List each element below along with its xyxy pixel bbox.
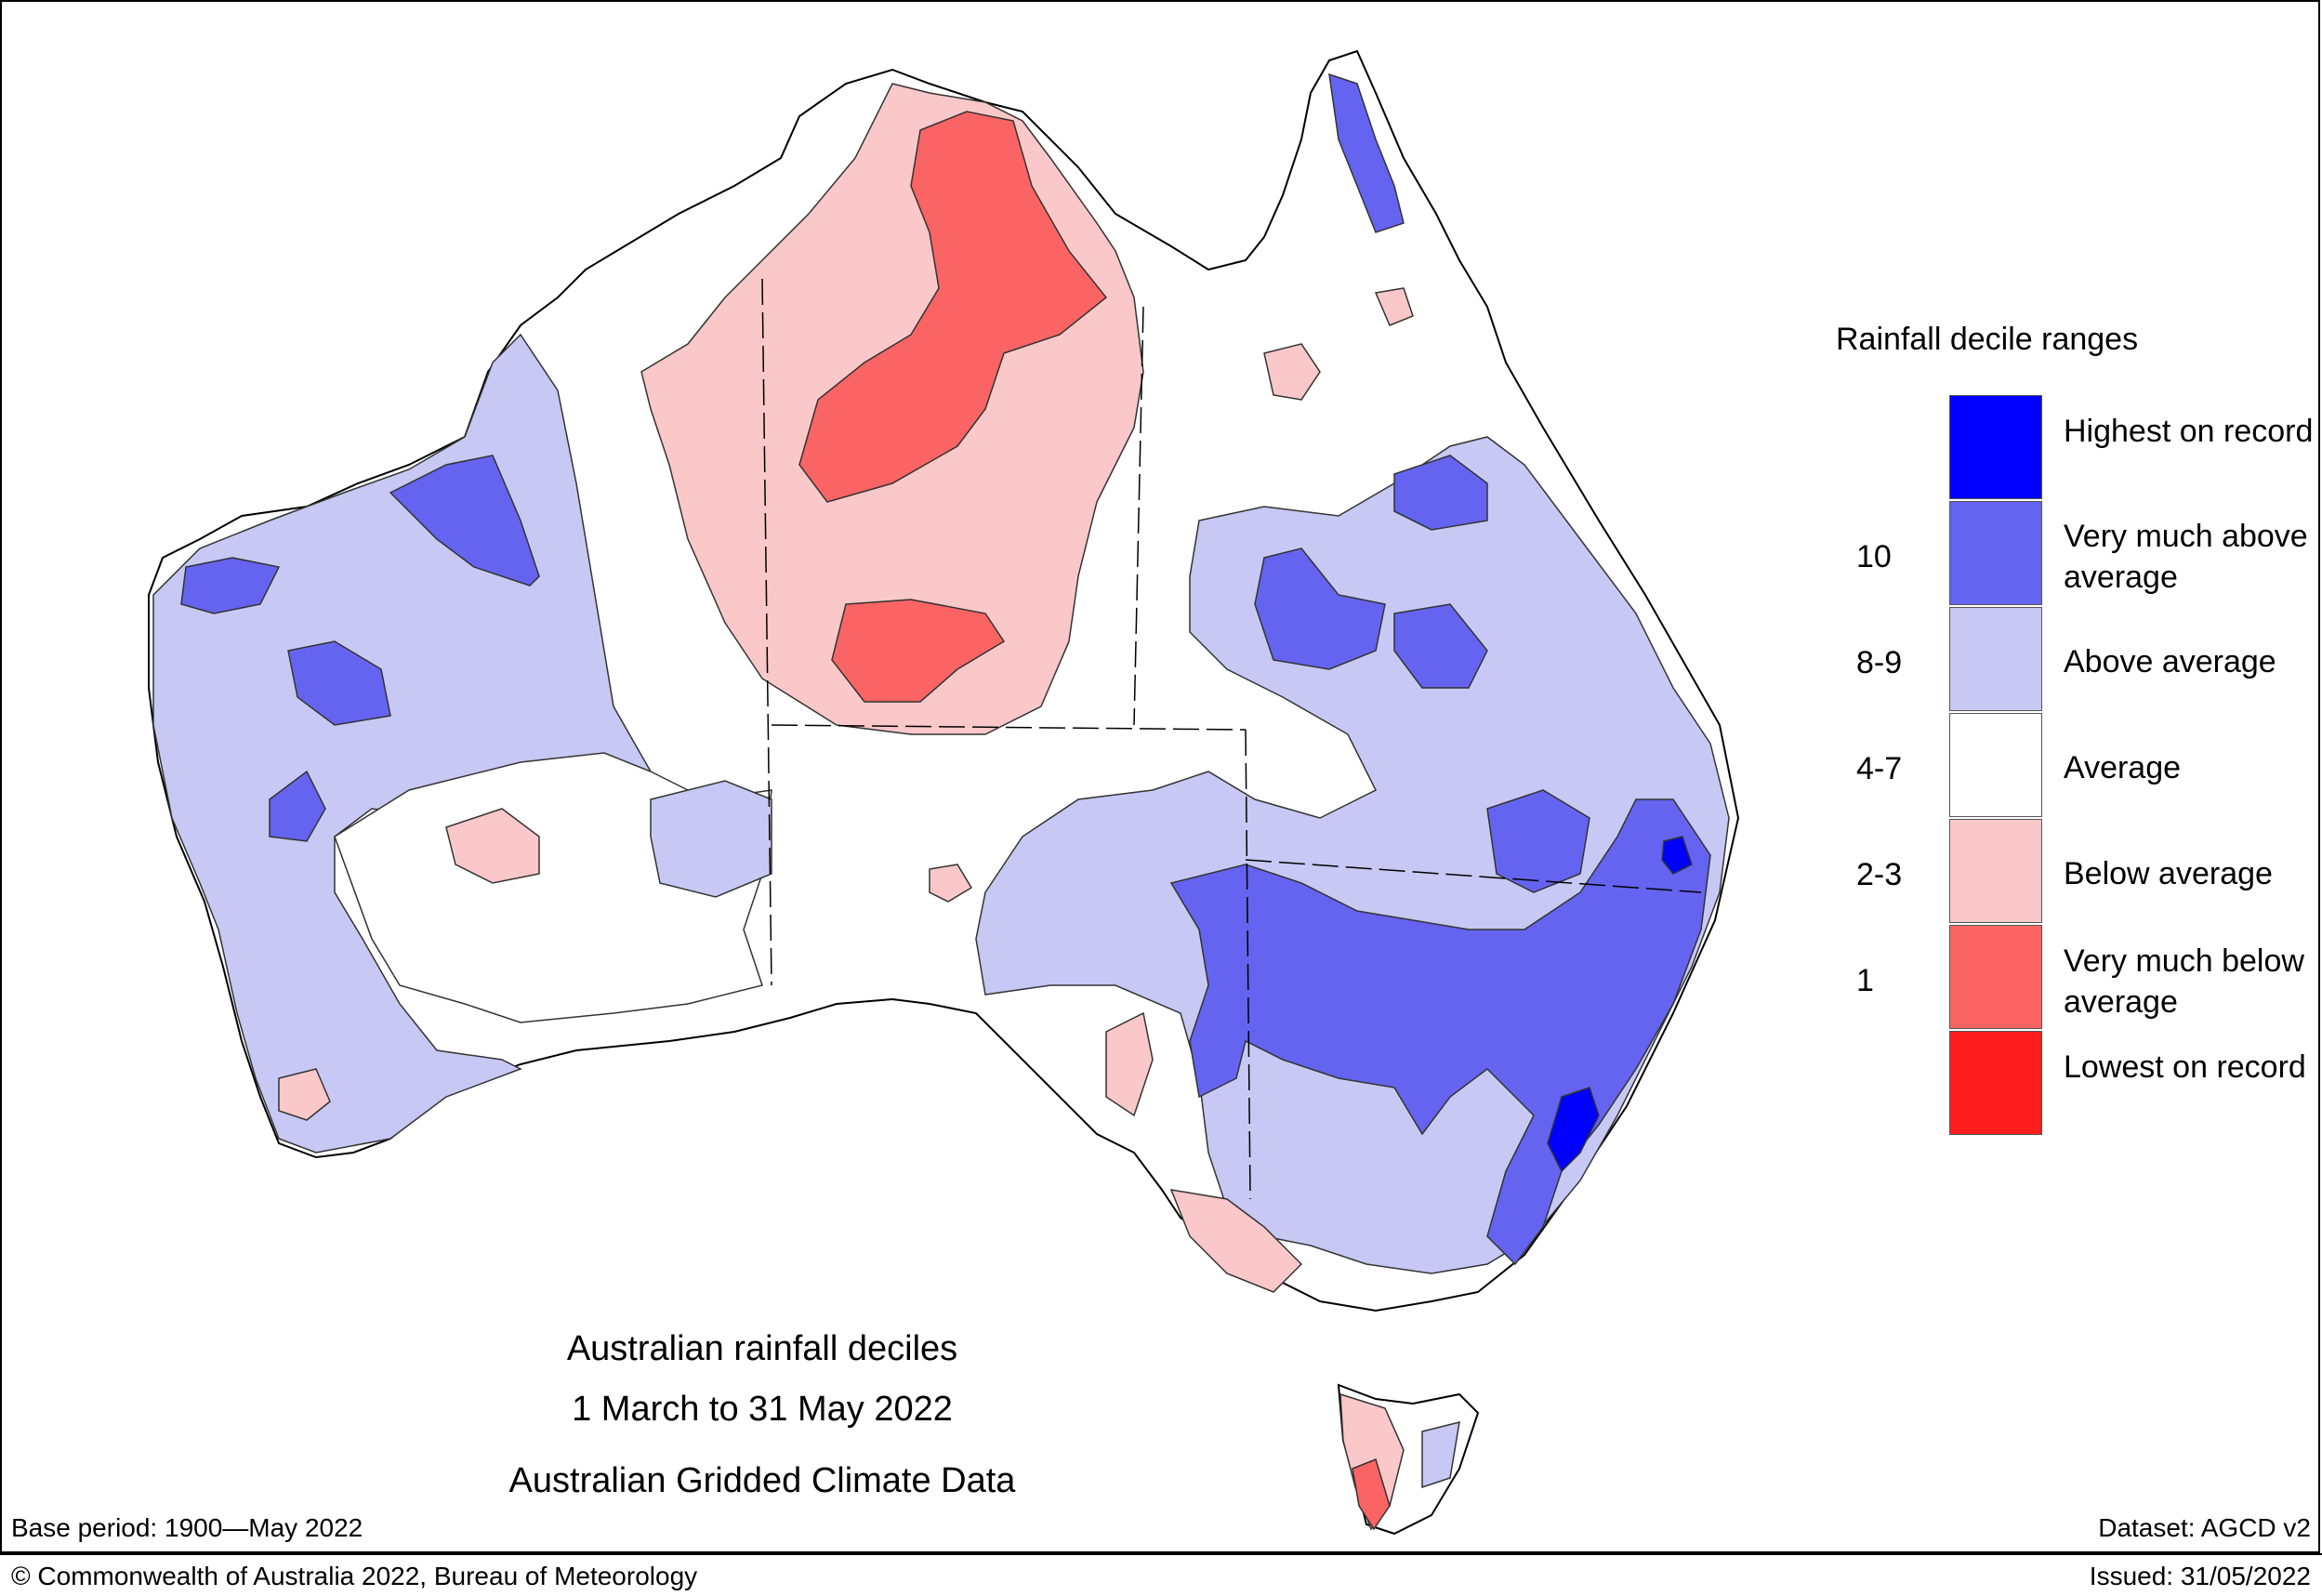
state-borders <box>761 278 1702 1200</box>
nt-interior-very-much-below <box>831 599 1006 703</box>
legend-label-lowest-on-record: Lowest on record <box>2064 1049 2306 1085</box>
rainfall-map <box>148 49 1740 1536</box>
copyright-note: © Commonwealth of Australia 2022, Bureau… <box>11 1562 698 1590</box>
legend-label-above-average: Above average <box>2064 644 2276 679</box>
wa-west-very-much-above <box>287 640 391 726</box>
tasmania-sw-very-much-below <box>1352 1458 1391 1531</box>
wa-sw-very-much-above <box>269 770 326 842</box>
wa-south-below <box>445 808 540 884</box>
legend-decile-2-3: 2-3 <box>1856 857 1903 892</box>
wa-central-above <box>650 780 772 898</box>
qld-se-very-much-above <box>1486 789 1590 893</box>
sydney-highest-on-record <box>1547 1087 1600 1173</box>
footer-divider <box>0 1553 2322 1555</box>
legend-label-average: Average <box>2064 750 2182 785</box>
vic-west-below <box>1169 1189 1303 1293</box>
base-period-note: Base period: 1900—May 2022 <box>11 1513 363 1542</box>
legend-decile-10: 10 <box>1856 539 1892 574</box>
map-title-line-1: Australian rainfall deciles <box>566 1329 958 1368</box>
qld-north-below <box>1263 343 1321 401</box>
legend-decile-8-9: 8-9 <box>1856 645 1903 680</box>
wa-coast-very-much-above <box>180 557 281 614</box>
legend-decile-4-7: 4-7 <box>1856 751 1903 786</box>
qld-north-below-2 <box>1374 287 1414 326</box>
sa-below-1 <box>1105 1011 1154 1117</box>
legend-label-highest-on-record: Highest on record <box>2064 414 2314 449</box>
legend-swatch-below-average <box>1949 819 2042 923</box>
sa-nt-below-small <box>929 864 973 903</box>
qld-east-very-much-above <box>1393 455 1488 531</box>
legend-swatch-highest-on-record <box>1949 395 2042 499</box>
legend-swatch-lowest-on-record <box>1949 1031 2042 1135</box>
dataset-note: Dataset: AGCD v2 <box>2098 1513 2311 1542</box>
qld-inland-highest-on-record <box>1661 836 1693 875</box>
legend-label-below-average: Below average <box>2064 856 2273 891</box>
legend-label-very-much-above: Very much above average <box>2064 519 2308 595</box>
legend-swatch-above-average <box>1949 607 2042 711</box>
issued-date: Issued: 31/05/2022 <box>2089 1562 2311 1590</box>
legend-decile-1: 1 <box>1856 963 1874 998</box>
qld-central-very-much-above-1 <box>1254 547 1386 670</box>
map-title-line-2: 1 March to 31 May 2022 <box>572 1390 953 1429</box>
cape-york-very-much-above <box>1328 73 1405 233</box>
map-title-line-3: Australian Gridded Climate Data <box>508 1461 1016 1500</box>
wa-sw-below <box>278 1068 331 1121</box>
legend-swatch-very-much-above <box>1949 501 2042 605</box>
legend-swatch-very-much-below <box>1949 925 2042 1029</box>
tasmania-east-above <box>1421 1420 1460 1489</box>
qld-central-very-much-above-2 <box>1393 603 1488 689</box>
legend-title: Rainfall decile ranges <box>1836 322 2139 357</box>
nt-top-end-very-much-below <box>798 111 1108 503</box>
pilbara-very-much-above <box>389 455 540 587</box>
legend-label-very-much-below: Very much below average <box>2064 943 2304 1020</box>
legend-swatch-average <box>1949 713 2042 817</box>
